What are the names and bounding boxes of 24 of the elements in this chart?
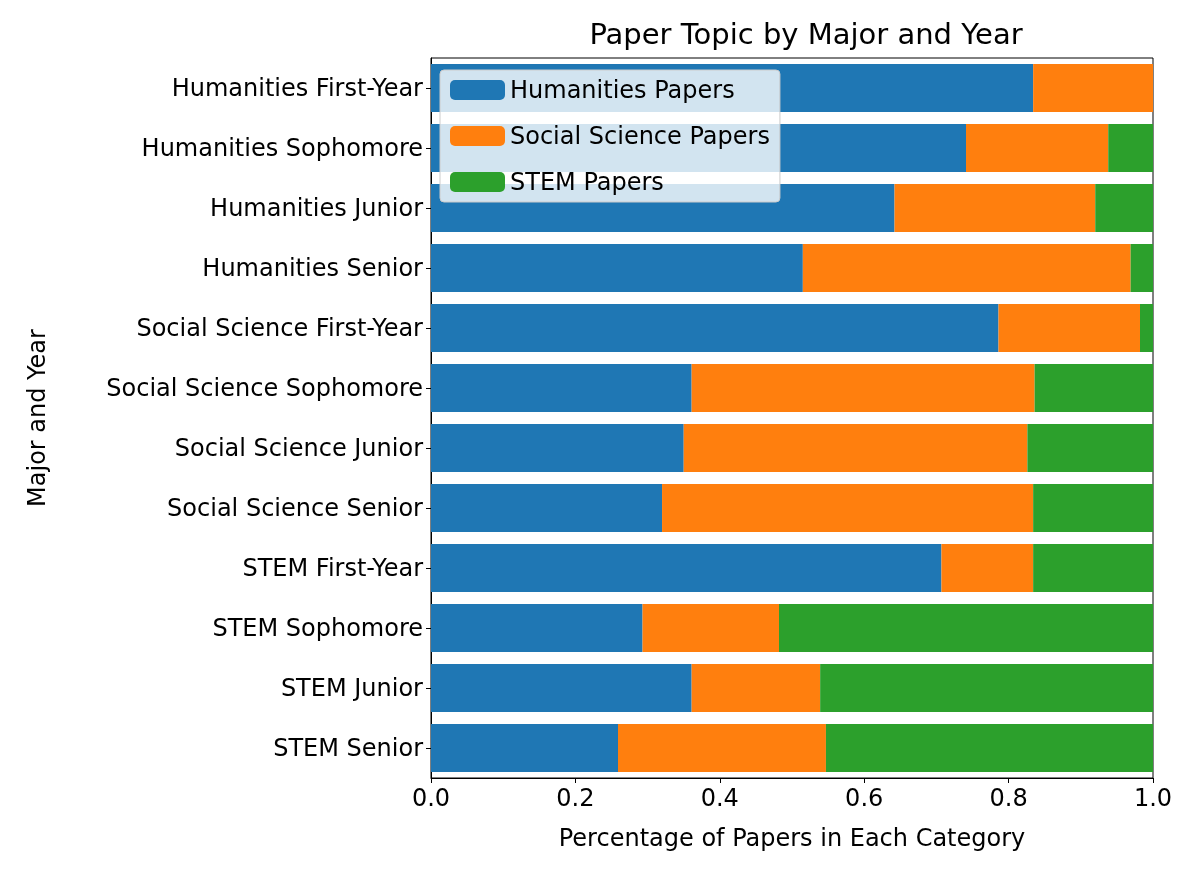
x-tick-label: 0.4 <box>700 784 739 812</box>
y-tick-label: Social Science Junior <box>174 434 424 462</box>
y-tick-label: Humanities Junior <box>210 194 424 222</box>
y-tick-label: Humanities Sophomore <box>141 134 423 162</box>
y-axis-title: Major and Year <box>23 328 51 507</box>
x-tick-label: 0.8 <box>989 784 1028 812</box>
x-tick-label: 0.0 <box>411 784 451 812</box>
x-tick-label: 0.2 <box>556 784 595 812</box>
y-tick-label: Social Science First-Year <box>136 314 424 342</box>
y-tick-label: STEM Junior <box>280 674 424 702</box>
x-tick-label: 1.0 <box>1133 784 1173 812</box>
legend-label: Social Science Papers <box>510 122 770 150</box>
y-tick-label: STEM Senior <box>273 734 424 762</box>
x-tick-label: 0.6 <box>845 784 884 812</box>
y-tick-label: STEM First-Year <box>242 554 424 582</box>
y-tick-label: STEM Sophomore <box>212 614 423 642</box>
chart-title: Paper Topic by Major and Year <box>589 16 1023 51</box>
y-tick-label: Social Science Senior <box>167 494 424 522</box>
y-tick-label: Humanities Senior <box>202 254 424 282</box>
legend-label: Humanities Papers <box>510 76 735 104</box>
y-tick-label: Social Science Sophomore <box>106 374 423 402</box>
y-tick-label: Humanities First-Year <box>171 74 424 102</box>
x-axis-title: Percentage of Papers in Each Category <box>558 824 1026 852</box>
legend-label: STEM Papers <box>510 168 664 196</box>
